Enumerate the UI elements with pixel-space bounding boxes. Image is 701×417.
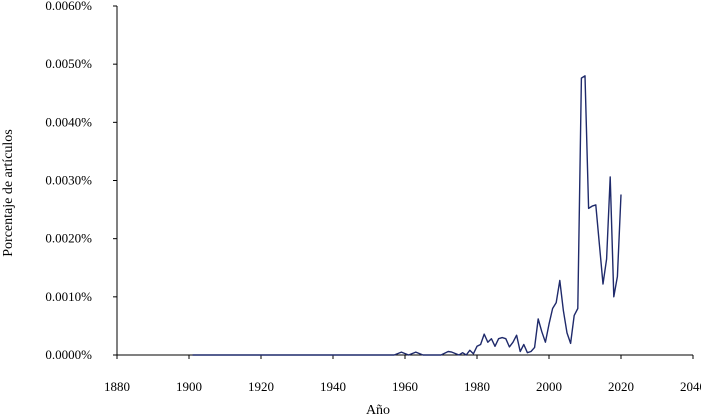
y-tick-label: 0.0060% [45, 0, 92, 13]
series-line-0 [192, 75, 622, 356]
x-tick-label: 1900 [176, 379, 202, 394]
y-tick-label: 0.0000% [45, 347, 92, 362]
y-tick-labels: 0.0000% 0.0010% 0.0020% 0.0030% 0.0040% 0.005… [45, 0, 117, 362]
x-tick-label: 2000 [536, 379, 562, 394]
y-tick-label: 0.0030% [45, 173, 92, 188]
x-tick-label: 2040 [680, 379, 701, 394]
x-tick-labels: 1880 1900 1920 1940 1960 1980 2000 2020 2040 [104, 355, 701, 394]
y-tick-label: 0.0040% [45, 114, 92, 129]
axes [116, 6, 693, 356]
x-tick-label: 1980 [464, 379, 490, 394]
x-tick-label: 1880 [104, 379, 130, 394]
x-tick-label: 1940 [320, 379, 346, 394]
x-axis-title: Año [366, 403, 390, 417]
series-layer [192, 75, 622, 356]
y-tick-label: 0.0020% [45, 231, 92, 246]
x-tick-label: 1920 [248, 379, 274, 394]
x-tick-label: 1960 [392, 379, 418, 394]
y-axis-title: Porcentaje de artículos [1, 129, 16, 257]
y-tick-label: 0.0010% [45, 289, 92, 304]
x-tick-label: 2020 [608, 379, 634, 394]
y-tick-label: 0.0050% [45, 56, 92, 71]
